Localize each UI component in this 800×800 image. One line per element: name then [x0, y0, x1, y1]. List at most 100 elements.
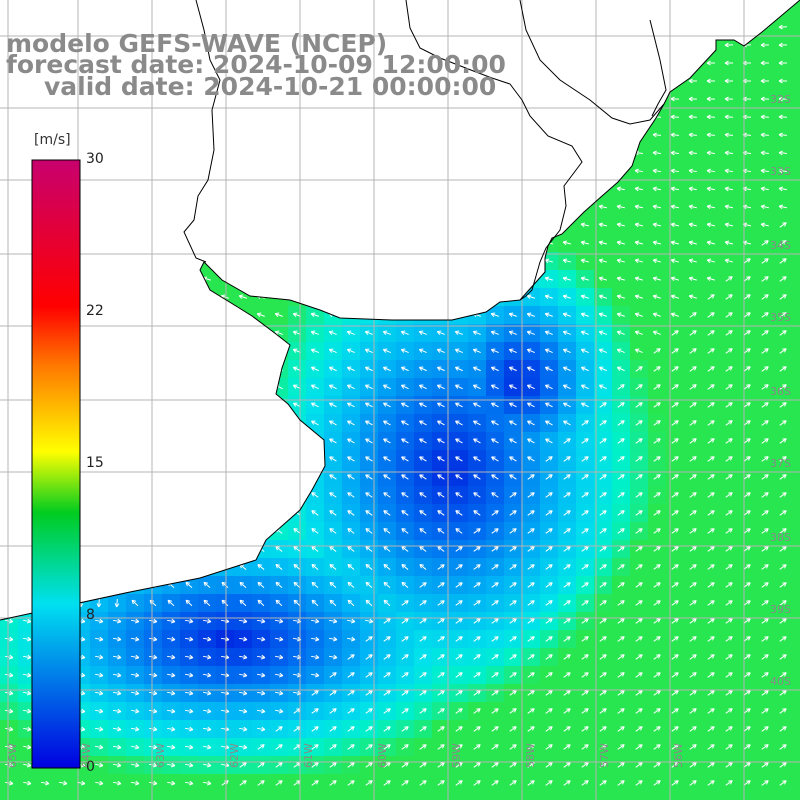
speed-cell: [234, 792, 253, 800]
speed-cell: [792, 0, 800, 19]
title-valid-date: valid date: 2024-10-21 00:00:00: [44, 72, 497, 101]
speed-cell: [792, 450, 800, 469]
speed-cell: [792, 342, 800, 361]
speed-cell: [90, 792, 109, 800]
speed-cell: [792, 72, 800, 91]
speed-cell: [792, 720, 800, 739]
speed-cell: [486, 792, 505, 800]
speed-cell: [792, 198, 800, 217]
speed-cell: [792, 288, 800, 307]
speed-cell: [162, 792, 181, 800]
speed-cell: [414, 792, 433, 800]
speed-cell: [792, 414, 800, 433]
speed-cell: [792, 180, 800, 199]
speed-cell: [792, 630, 800, 649]
speed-cell: [630, 792, 649, 800]
colorbar-tick-30: 30: [86, 151, 104, 167]
colorbar-tick-0: 0: [86, 759, 95, 775]
colorbar-tick-15: 15: [86, 455, 104, 471]
speed-cell: [792, 612, 800, 631]
lon-label: 58W: [524, 743, 537, 768]
speed-cell: [360, 792, 379, 800]
speed-cell: [792, 396, 800, 415]
lon-label: 57W: [598, 743, 611, 768]
speed-cell: [342, 792, 361, 800]
speed-cell: [396, 792, 415, 800]
speed-cell: [792, 252, 800, 271]
speed-cell: [54, 792, 73, 800]
speed-cell: [792, 378, 800, 397]
speed-cell: [792, 324, 800, 343]
speed-cell: [594, 792, 613, 800]
lon-label: 59W: [450, 743, 463, 768]
lat-label: 34S: [770, 239, 791, 252]
lat-label: 32S: [770, 93, 791, 106]
speed-cell: [144, 792, 163, 800]
speed-cell: [450, 792, 469, 800]
speed-cell: [792, 558, 800, 577]
speed-cell: [792, 144, 800, 163]
lon-label: 61W: [302, 743, 315, 768]
speed-cell: [702, 792, 721, 800]
speed-cell: [540, 792, 559, 800]
lat-label: 37S: [770, 457, 791, 470]
speed-cell: [792, 18, 800, 37]
speed-cell: [198, 792, 217, 800]
speed-cell: [36, 792, 55, 800]
speed-cell: [792, 522, 800, 541]
speed-cell: [792, 360, 800, 379]
speed-cell: [792, 648, 800, 667]
speed-cell: [612, 792, 631, 800]
speed-cell: [18, 792, 37, 800]
speed-cell: [288, 792, 307, 800]
colorbar-tick-22: 22: [86, 303, 104, 319]
colorbar-tick-8: 8: [86, 607, 95, 623]
speed-cell: [72, 792, 91, 800]
speed-cell: [792, 90, 800, 109]
lon-label: 56W: [672, 743, 685, 768]
colorbar-gradient: [31, 159, 81, 769]
speed-cell: [180, 792, 199, 800]
speed-cell: [270, 792, 289, 800]
colorbar-unit: [m/s]: [34, 132, 71, 148]
speed-cell: [576, 792, 595, 800]
speed-cell: [792, 504, 800, 523]
speed-cell: [792, 54, 800, 73]
speed-cell: [792, 306, 800, 325]
speed-cell: [378, 792, 397, 800]
speed-cell: [666, 792, 685, 800]
speed-cell: [558, 792, 577, 800]
speed-cell: [792, 162, 800, 181]
speed-cell: [774, 792, 793, 800]
speed-cell: [792, 36, 800, 55]
speed-cell: [126, 792, 145, 800]
speed-cell: [792, 468, 800, 487]
lon-label: 63W: [154, 743, 167, 768]
speed-cell: [792, 774, 800, 793]
speed-cell: [792, 270, 800, 289]
speed-cell: [324, 792, 343, 800]
speed-cell: [792, 126, 800, 145]
speed-cell: [108, 792, 127, 800]
speed-cell: [216, 792, 235, 800]
speed-cell: [792, 540, 800, 559]
speed-cell: [792, 684, 800, 703]
speed-cell: [792, 234, 800, 253]
lat-label: 40S: [770, 675, 791, 688]
speed-cell: [756, 792, 775, 800]
speed-cell: [504, 792, 523, 800]
lon-label: 60W: [376, 743, 389, 768]
lat-label: 38S: [770, 531, 791, 544]
speed-cell: [792, 702, 800, 721]
speed-cell: [792, 738, 800, 757]
speed-cell: [792, 108, 800, 127]
lon-label: 62W: [228, 743, 241, 768]
speed-cell: [792, 792, 800, 800]
speed-cell: [522, 792, 541, 800]
speed-cell: [648, 792, 667, 800]
speed-cell: [0, 792, 19, 800]
speed-cell: [792, 216, 800, 235]
speed-cell: [792, 486, 800, 505]
speed-cell: [306, 792, 325, 800]
